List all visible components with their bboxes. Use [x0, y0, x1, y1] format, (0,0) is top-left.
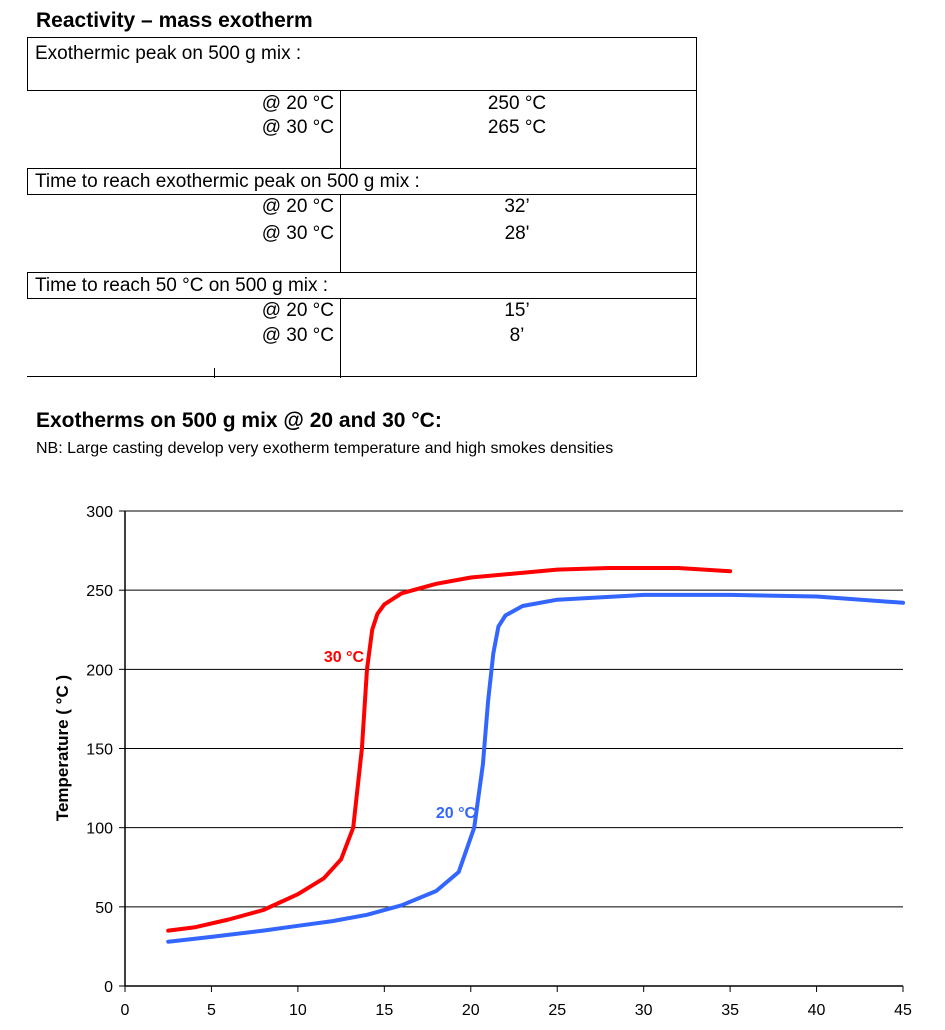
- value-cell: 265 °C: [487, 117, 547, 138]
- table-rule: [214, 368, 215, 378]
- exotherms-title: Exotherms on 500 g mix @ 20 and 30 °C:: [36, 409, 442, 432]
- section-heading: Time to reach exothermic peak on 500 g m…: [35, 171, 420, 192]
- x-tick-label: 45: [894, 1002, 912, 1019]
- y-tick-label: 200: [86, 662, 113, 679]
- y-tick-label: 50: [95, 900, 113, 917]
- table-rule: [27, 272, 696, 273]
- table-rule: [340, 298, 341, 378]
- condition-label: @ 20 °C: [261, 93, 334, 114]
- table-rule: [27, 194, 696, 195]
- chart-ticks: 0 50 100 150 200 250 300 0 5 10 15 20 25 30 35 40 45: [86, 504, 912, 1019]
- x-tick-label: 35: [721, 1002, 739, 1019]
- table-rule: [27, 272, 28, 298]
- value-cell: 250 °C: [487, 93, 547, 114]
- table-rule: [27, 376, 696, 377]
- y-tick-label: 0: [104, 979, 113, 996]
- section-heading: Exothermic peak on 500 g mix :: [35, 43, 302, 64]
- y-axis-label: Temperature ( °C ): [53, 675, 72, 821]
- x-tick-label: 25: [548, 1002, 566, 1019]
- series-label-30: 30 °C: [324, 649, 365, 666]
- section-heading: Time to reach 50 °C on 500 g mix :: [35, 275, 329, 296]
- x-tick-label: 5: [207, 1002, 216, 1019]
- table-rule: [27, 168, 28, 194]
- condition-label: @ 30 °C: [261, 325, 334, 346]
- table-rule: [27, 38, 28, 90]
- x-tick-label: 20: [462, 1002, 480, 1019]
- table-rule: [27, 298, 696, 299]
- series-line-0: [166, 566, 733, 933]
- y-tick-label: 100: [86, 821, 113, 838]
- reactivity-title: Reactivity – mass exotherm: [36, 9, 313, 32]
- x-tick-label: 15: [375, 1002, 393, 1019]
- chart-grid: [125, 510, 903, 908]
- condition-label: @ 30 °C: [261, 223, 334, 244]
- value-cell: 8’: [509, 325, 525, 346]
- y-tick-label: 250: [86, 583, 113, 600]
- value-cell: 15’: [504, 300, 530, 321]
- value-cell: 32’: [504, 196, 530, 217]
- x-tick-label: 40: [808, 1002, 826, 1019]
- series-line-1: [166, 592, 905, 944]
- condition-label: @ 20 °C: [261, 300, 334, 321]
- y-tick-label: 150: [86, 742, 113, 759]
- table-rule: [27, 90, 696, 91]
- y-tick-label: 300: [86, 504, 113, 521]
- chart-series: [166, 566, 905, 944]
- chart-axes: [119, 510, 904, 992]
- exotherms-note: NB: Large casting develop very exotherm …: [36, 440, 614, 457]
- x-tick-label: 0: [121, 1002, 130, 1019]
- table-rule: [27, 168, 696, 169]
- x-tick-label: 10: [289, 1002, 307, 1019]
- value-cell: 28': [504, 223, 530, 244]
- x-tick-label: 30: [635, 1002, 653, 1019]
- reactivity-table: Exothermic peak on 500 g mix : @ 20 °C @…: [27, 37, 697, 378]
- table-rule: [340, 90, 341, 168]
- table-rule: [340, 194, 341, 272]
- condition-label: @ 20 °C: [261, 196, 334, 217]
- series-label-20: 20 °C: [436, 805, 477, 822]
- condition-label: @ 30 °C: [261, 117, 334, 138]
